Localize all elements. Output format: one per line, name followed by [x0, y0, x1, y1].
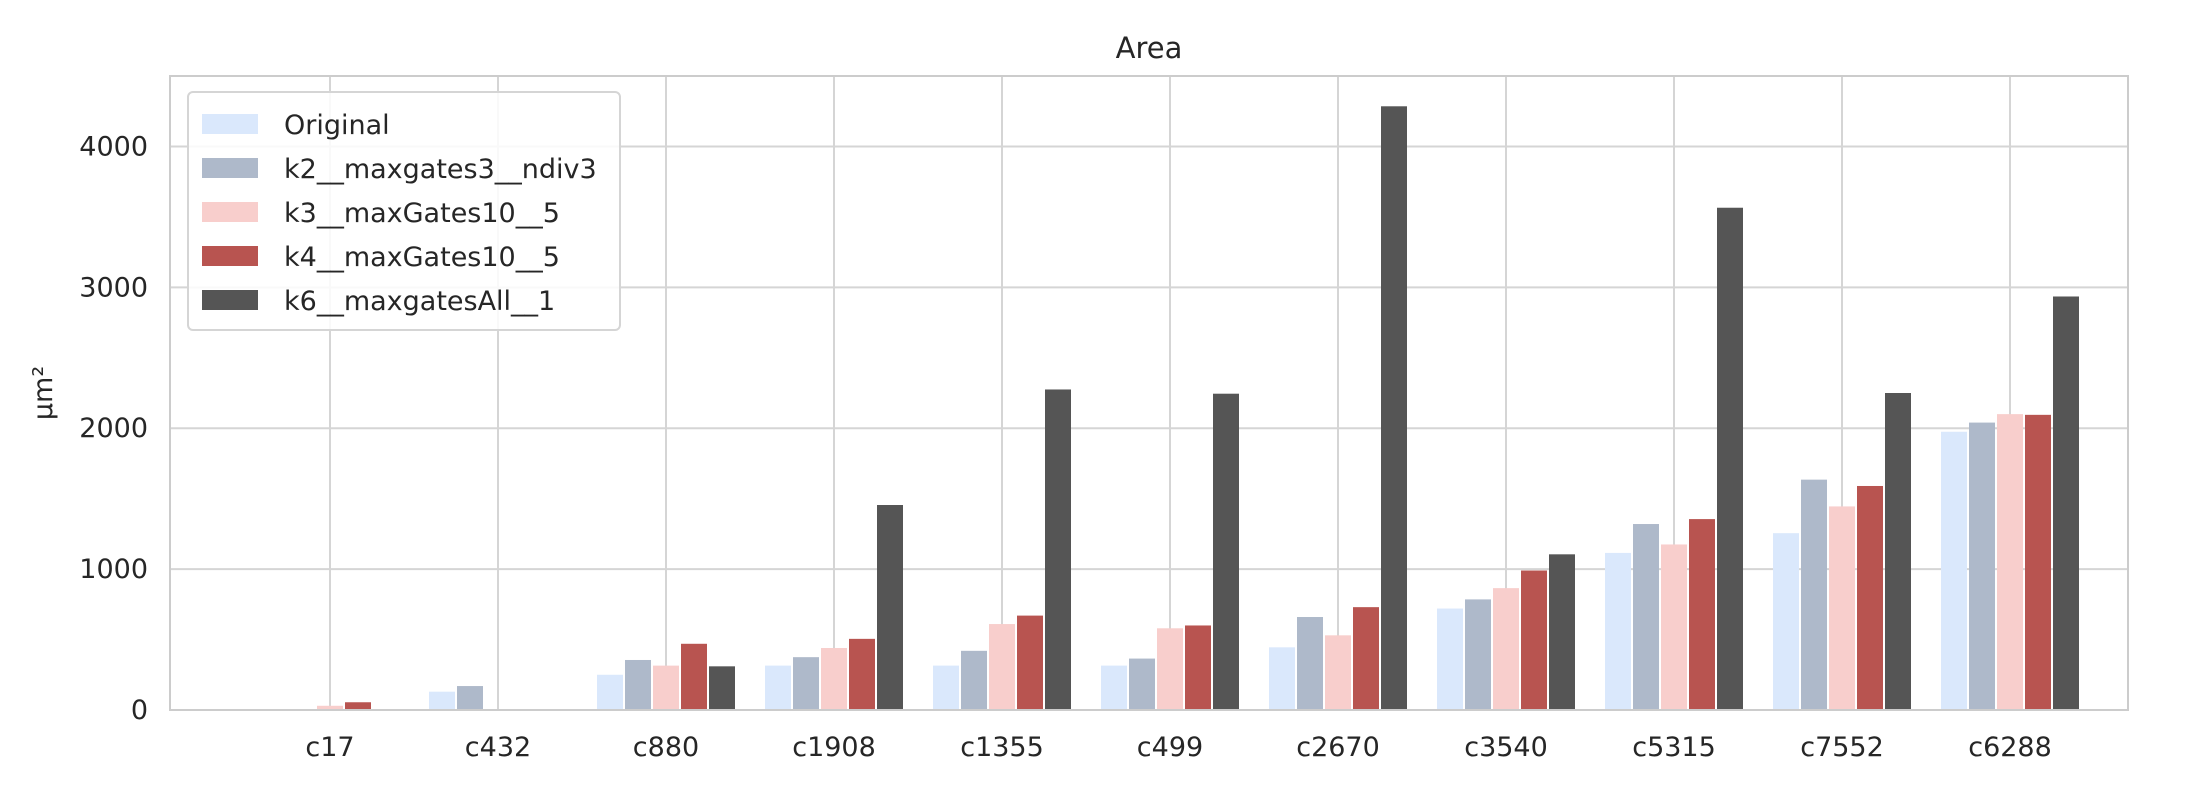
x-tick-label: c1355	[960, 732, 1044, 763]
bar-c7552-series-4	[1857, 485, 1883, 710]
y-tick-labels: 0 1000 2000 3000 4000	[79, 131, 148, 726]
bar-c2670-series-3	[1325, 635, 1351, 710]
bar-c1908-series-4	[849, 638, 875, 710]
bar-c7552-series-3	[1829, 506, 1855, 710]
legend-label[interactable]: k3__maxGates10__5	[284, 198, 560, 229]
bar-c2670-series-5	[1381, 106, 1407, 710]
bar-c7552-series-1	[1773, 533, 1799, 710]
legend-swatch	[202, 158, 258, 178]
legend-label[interactable]: k4__maxGates10__5	[284, 242, 560, 273]
x-tick-label: c880	[633, 732, 699, 763]
bar-c432-series-1	[429, 691, 455, 710]
legend-label[interactable]: k6__maxgatesAll__1	[284, 286, 555, 317]
legend[interactable]: Original k2__maxgates3__ndiv3 k3__maxGates…	[187, 91, 621, 331]
y-tick-label: 1000	[79, 554, 148, 585]
bar-c1355-series-1	[933, 665, 959, 710]
bar-c6288-series-5	[2053, 296, 2079, 710]
legend-frame	[187, 91, 621, 331]
legend-swatch	[202, 290, 258, 310]
bar-c1908-series-5	[877, 505, 903, 710]
bar-c6288-series-4	[2025, 414, 2051, 710]
bar-c1355-series-4	[1017, 615, 1043, 710]
y-tick-label: 0	[131, 695, 148, 726]
bar-c432-series-2	[457, 686, 483, 710]
bar-c6288-series-1	[1941, 431, 1967, 710]
bar-c5315-series-1	[1605, 552, 1631, 710]
x-tick-label: c2670	[1296, 732, 1380, 763]
bar-c3540-series-1	[1437, 608, 1463, 710]
bar-c3540-series-3	[1493, 588, 1519, 710]
bar-c5315-series-5	[1717, 207, 1743, 710]
x-tick-label: c17	[305, 732, 354, 763]
bar-c7552-series-2	[1801, 479, 1827, 710]
bar-c5315-series-3	[1661, 544, 1687, 710]
bar-c2670-series-1	[1269, 647, 1295, 710]
x-tick-label: c3540	[1464, 732, 1548, 763]
x-tick-label: c1908	[792, 732, 876, 763]
bar-c499-series-4	[1185, 625, 1211, 710]
y-axis-label: µm²	[28, 366, 59, 420]
bar-c3540-series-4	[1521, 570, 1547, 710]
bar-c880-series-4	[681, 643, 707, 710]
bar-c6288-series-2	[1969, 422, 1995, 710]
x-tick-label: c499	[1137, 732, 1203, 763]
bar-c1908-series-3	[821, 648, 847, 710]
bar-c3540-series-5	[1549, 554, 1575, 710]
bar-c1355-series-3	[989, 624, 1015, 710]
x-tick-labels: c17 c432 c880 c1908 c1355 c499 c2670 c3540 c5315…	[305, 732, 2051, 763]
bar-c1908-series-1	[765, 665, 791, 710]
y-tick-label: 2000	[79, 413, 148, 444]
bar-c499-series-3	[1157, 628, 1183, 710]
bar-c7552-series-5	[1885, 393, 1911, 710]
legend-label[interactable]: Original	[284, 110, 390, 141]
bar-c499-series-1	[1101, 665, 1127, 710]
plot-frame	[169, 75, 2129, 711]
bar-c880-series-3	[653, 665, 679, 710]
bar-c3540-series-2	[1465, 599, 1491, 710]
bars	[317, 106, 2079, 710]
legend-swatch	[202, 114, 258, 134]
bar-c499-series-5	[1213, 393, 1239, 710]
bar-c1355-series-5	[1045, 389, 1071, 710]
bar-c5315-series-2	[1633, 524, 1659, 710]
x-tick-label: c6288	[1968, 732, 2052, 763]
bar-c880-series-5	[709, 666, 735, 710]
bar-c2670-series-2	[1297, 617, 1323, 710]
x-tick-label: c7552	[1800, 732, 1884, 763]
x-tick-label: c5315	[1632, 732, 1716, 763]
x-tick-label: c432	[465, 732, 531, 763]
chart-title: Area	[1116, 31, 1183, 65]
bar-c1908-series-2	[793, 657, 819, 710]
bar-c1355-series-2	[961, 650, 987, 710]
bar-c17-series-3	[317, 705, 343, 710]
y-tick-label: 4000	[79, 131, 148, 162]
legend-swatch	[202, 246, 258, 266]
legend-swatch	[202, 202, 258, 222]
bar-c880-series-1	[597, 674, 623, 710]
bar-c2670-series-4	[1353, 607, 1379, 710]
legend-label[interactable]: k2__maxgates3__ndiv3	[284, 154, 597, 185]
bar-c17-series-4	[345, 702, 371, 710]
bar-c6288-series-3	[1997, 414, 2023, 710]
bar-c880-series-2	[625, 659, 651, 710]
bar-c5315-series-4	[1689, 519, 1715, 710]
bar-c499-series-2	[1129, 658, 1155, 710]
y-tick-label: 3000	[79, 272, 148, 303]
